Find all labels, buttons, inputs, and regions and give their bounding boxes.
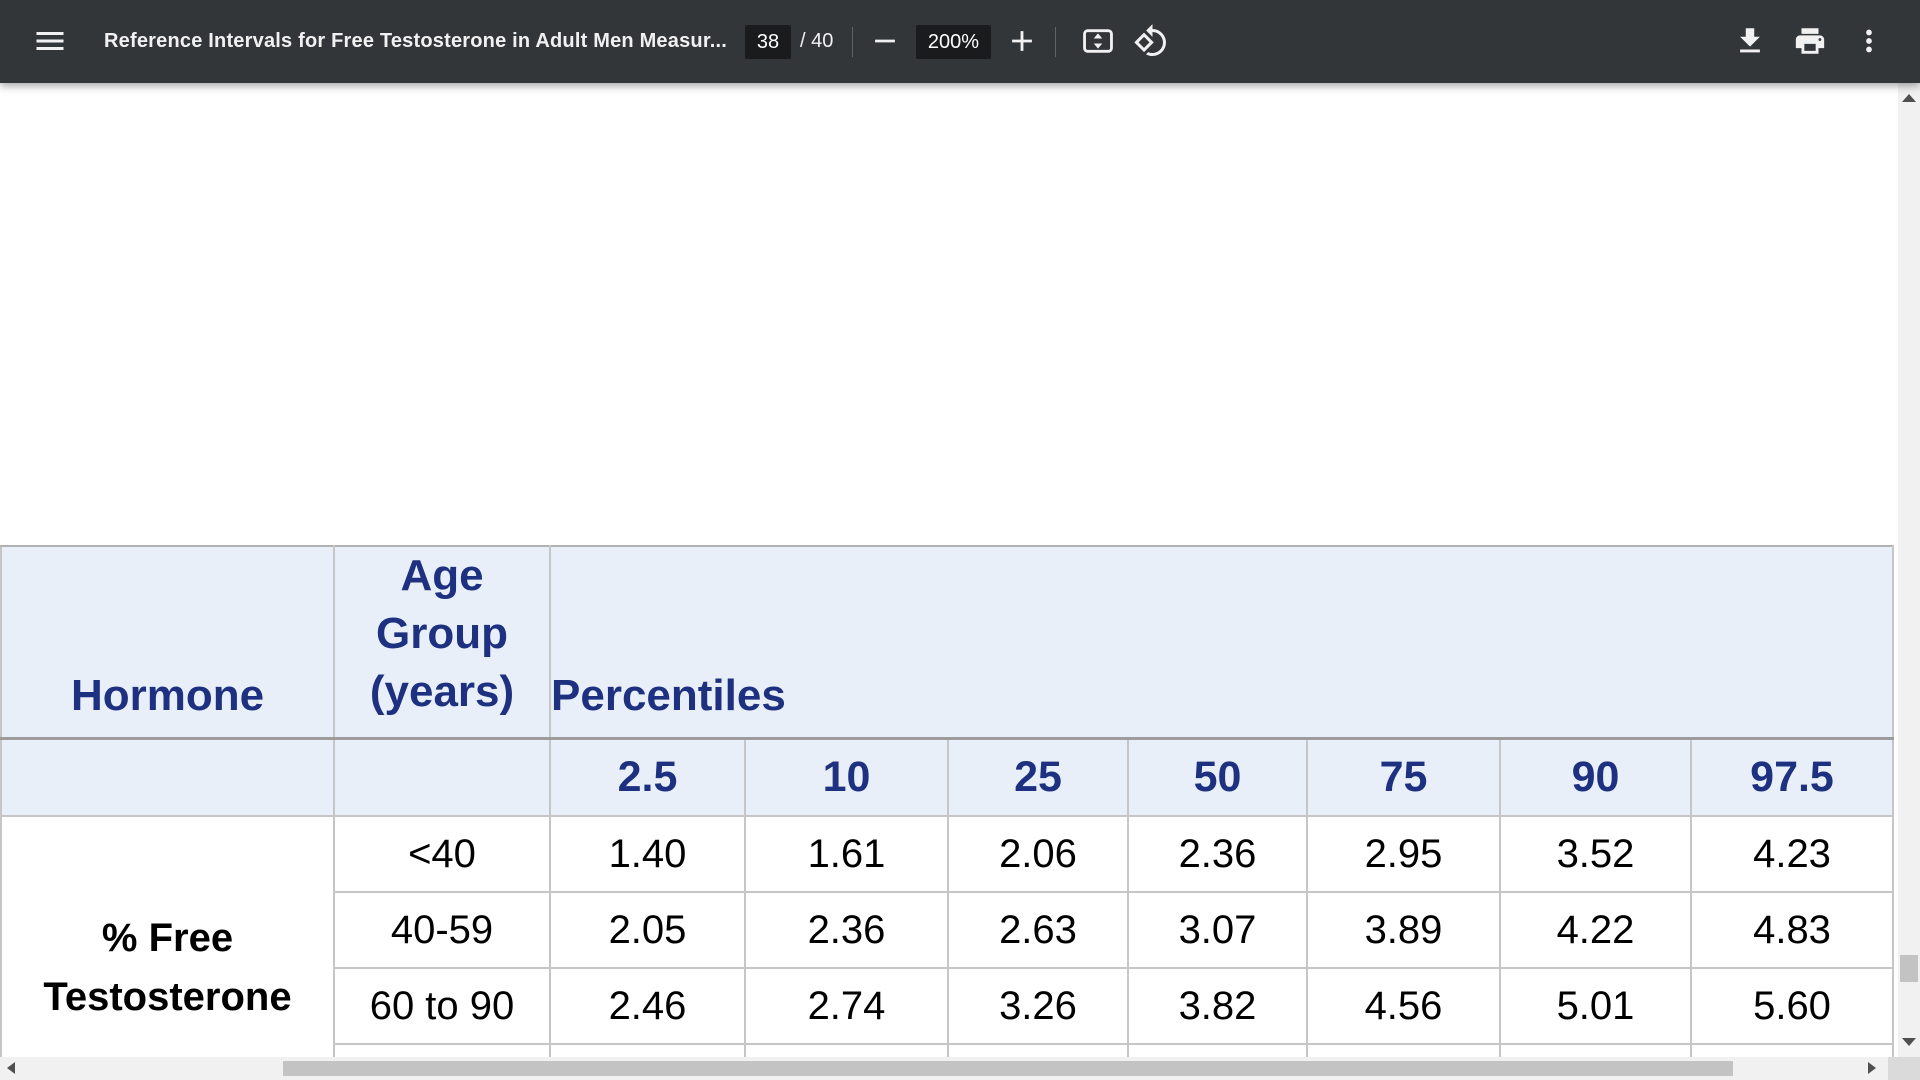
menu-button[interactable] bbox=[30, 22, 70, 62]
page-number-input[interactable]: 38 bbox=[745, 25, 791, 59]
pdf-page-canvas: Hormone Age Group (years) Percentiles 2.… bbox=[0, 83, 1898, 1057]
value-cell: 2.06 bbox=[744, 1043, 949, 1057]
value-cell: 3.89 bbox=[1306, 891, 1501, 969]
scroll-left-arrow-icon[interactable] bbox=[7, 1062, 15, 1074]
plus-icon bbox=[1005, 24, 1039, 61]
download-icon bbox=[1733, 24, 1767, 61]
value-cell: 2.74 bbox=[744, 967, 949, 1045]
value-cell: 2.46 bbox=[549, 967, 746, 1045]
header-percentiles: Percentiles bbox=[548, 545, 1895, 740]
fit-to-page-icon bbox=[1079, 22, 1117, 63]
age-group-line: Group bbox=[376, 609, 508, 658]
value-cell: 3.52 bbox=[1499, 815, 1692, 893]
zoom-level-input[interactable]: 200% bbox=[916, 25, 991, 59]
scroll-up-arrow-icon[interactable] bbox=[1902, 94, 1916, 102]
header-age-group: Age Group (years) bbox=[333, 545, 551, 740]
scrollbar-corner bbox=[1888, 1057, 1920, 1080]
percentile-col-header: 2.5 bbox=[549, 737, 746, 817]
age-group-cell: <40 bbox=[333, 815, 551, 893]
toolbar-divider bbox=[1055, 27, 1056, 57]
age-group-line: Age bbox=[400, 551, 484, 600]
download-button[interactable] bbox=[1730, 22, 1770, 62]
value-cell: 2.46 bbox=[947, 1043, 1129, 1057]
value-cell: 2.95 bbox=[1306, 815, 1501, 893]
value-cell: 4.56 bbox=[1306, 967, 1501, 1045]
value-cell: 4.23 bbox=[1689, 815, 1895, 893]
value-cell: 1.61 bbox=[744, 815, 949, 893]
table-row: % Free Testosterone <40 1.40 1.61 2.06 2… bbox=[0, 815, 1895, 1057]
age-group-line: (years) bbox=[369, 667, 515, 716]
value-cell: 1.40 bbox=[549, 815, 746, 893]
value-cell: 3.82 bbox=[1127, 967, 1308, 1045]
value-cell: 2.36 bbox=[1127, 815, 1308, 893]
vertical-scrollbar-thumb[interactable] bbox=[1900, 955, 1918, 982]
print-button[interactable] bbox=[1790, 22, 1830, 62]
table-row: 40-59 2.05 2.36 2.63 3.07 3.89 4.22 4.83 bbox=[1, 891, 1895, 969]
pdf-toolbar: Reference Intervals for Free Testosteron… bbox=[0, 0, 1920, 83]
hamburger-menu-icon bbox=[32, 23, 68, 62]
three-dot-menu-icon bbox=[1852, 24, 1886, 61]
percentile-col-header: 50 bbox=[1127, 737, 1308, 817]
table-row: 60 to 90 2.46 2.74 3.26 3.82 4.56 5.01 5… bbox=[1, 967, 1895, 1045]
rotate-counterclockwise-icon bbox=[1133, 23, 1169, 62]
hormone-name-line: % Free bbox=[101, 916, 234, 960]
value-cell: 4.74 bbox=[1499, 1043, 1692, 1057]
header-hormone: Hormone bbox=[0, 545, 335, 740]
value-cell: 2.05 bbox=[549, 891, 746, 969]
value-cell: 4.83 bbox=[1689, 891, 1895, 969]
value-cell: 4.22 bbox=[1499, 891, 1692, 969]
value-cell: 3.07 bbox=[1127, 891, 1308, 969]
empty-header-cell bbox=[333, 737, 551, 817]
page-total-label: / 40 bbox=[800, 30, 834, 52]
percentile-col-header: 10 bbox=[744, 737, 949, 817]
reference-intervals-table: Hormone Age Group (years) Percentiles 2.… bbox=[0, 545, 1895, 1057]
value-cell: 3.19 bbox=[1127, 1043, 1308, 1057]
document-title: Reference Intervals for Free Testosteron… bbox=[104, 30, 727, 52]
value-cell: 3.26 bbox=[947, 967, 1129, 1045]
vertical-scrollbar[interactable] bbox=[1898, 83, 1920, 1057]
print-icon bbox=[1793, 24, 1827, 61]
zoom-out-button[interactable] bbox=[865, 22, 905, 62]
rotate-button[interactable] bbox=[1131, 22, 1171, 62]
fit-to-page-button[interactable] bbox=[1078, 22, 1118, 62]
percentile-col-header: 90 bbox=[1499, 737, 1692, 817]
horizontal-scrollbar-thumb[interactable] bbox=[283, 1061, 1733, 1076]
scroll-right-arrow-icon[interactable] bbox=[1868, 1062, 1876, 1074]
age-group-cell: 40-59 bbox=[333, 891, 551, 969]
value-cell: 5.34 bbox=[1689, 1043, 1895, 1057]
value-cell: 2.36 bbox=[744, 891, 949, 969]
percentile-columns-row: 2.5 10 25 50 75 90 97.5 bbox=[0, 737, 1895, 817]
horizontal-scrollbar[interactable] bbox=[0, 1057, 1888, 1080]
age-group-cell: 60 to 90 bbox=[333, 967, 551, 1045]
value-cell: 1.53 bbox=[549, 1043, 746, 1057]
minus-icon bbox=[868, 24, 902, 61]
value-cell: 2.63 bbox=[947, 891, 1129, 969]
percentile-col-header: 25 bbox=[947, 737, 1129, 817]
value-cell: 3.94 bbox=[1306, 1043, 1501, 1057]
value-cell: 5.60 bbox=[1689, 967, 1895, 1045]
zoom-in-button[interactable] bbox=[1002, 22, 1042, 62]
value-cell: 5.01 bbox=[1499, 967, 1692, 1045]
scroll-down-arrow-icon[interactable] bbox=[1902, 1038, 1916, 1046]
age-group-cell: Overall bbox=[333, 1043, 551, 1057]
table-header-row: Hormone Age Group (years) Percentiles bbox=[0, 545, 1895, 740]
value-cell: 2.06 bbox=[947, 815, 1129, 893]
percentile-col-header: 97.5 bbox=[1689, 737, 1895, 817]
empty-header-cell bbox=[0, 737, 335, 817]
more-options-button[interactable] bbox=[1849, 22, 1889, 62]
percentile-col-header: 75 bbox=[1306, 737, 1501, 817]
table-row: Overall 1.53 2.06 2.46 3.19 3.94 4.74 5.… bbox=[1, 1043, 1895, 1057]
toolbar-divider bbox=[852, 27, 853, 57]
hormone-name-line: Testosterone bbox=[43, 975, 292, 1019]
hormone-name-cell: % Free Testosterone bbox=[0, 815, 335, 1057]
